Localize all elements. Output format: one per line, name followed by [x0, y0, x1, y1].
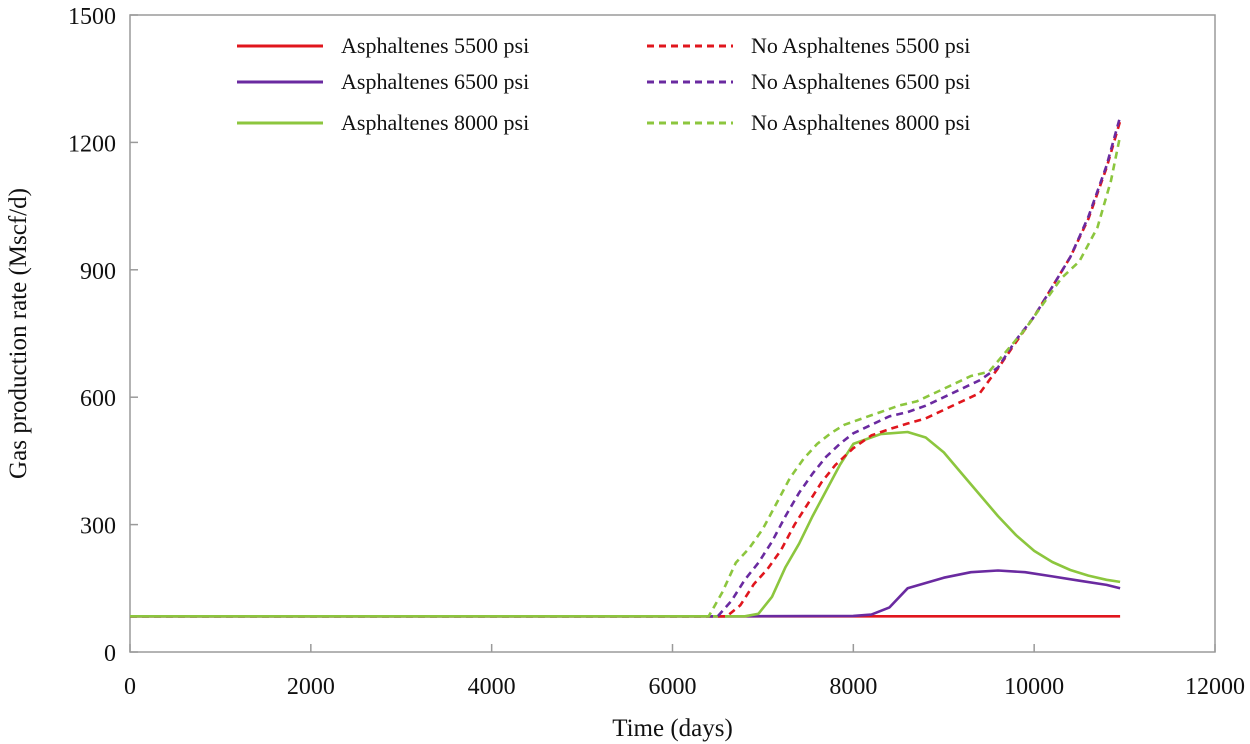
legend-item-asphaltenes-5500-psi: Asphaltenes 5500 psi [237, 33, 529, 58]
x-tick-label: 4000 [468, 674, 516, 700]
legend: Asphaltenes 5500 psi Asphaltenes 6500 psi… [237, 33, 970, 135]
series-lines [130, 116, 1122, 618]
legend-item-no-asphaltenes-5500-psi: No Asphaltenes 5500 psi [647, 33, 970, 58]
axis-ticks [129, 14, 1216, 653]
series-line-asphaltenes-8000-psi [130, 430, 1121, 618]
y-tick-label: 1500 [68, 4, 116, 30]
x-tick-label: 10000 [1004, 674, 1064, 700]
series-line-no-asphaltenes-5500-psi [130, 120, 1122, 618]
legend-label: Asphaltenes 6500 psi [341, 69, 529, 94]
plot-area-frame [129, 14, 1216, 653]
series-line-no-asphaltenes-6500-psi [130, 116, 1122, 618]
x-tick-label: 12000 [1185, 674, 1245, 700]
legend-label: Asphaltenes 8000 psi [341, 110, 529, 135]
legend-item-asphaltenes-8000-psi: Asphaltenes 8000 psi [237, 110, 529, 135]
legend-label: No Asphaltenes 8000 psi [751, 110, 970, 135]
legend-label: Asphaltenes 5500 psi [341, 33, 529, 58]
series-line-asphaltenes-6500-psi [130, 569, 1121, 618]
x-axis-label: Time (days) [612, 715, 733, 742]
y-tick-label: 1200 [68, 131, 116, 157]
legend-item-asphaltenes-6500-psi: Asphaltenes 6500 psi [237, 69, 529, 94]
y-tick-label: 0 [104, 641, 116, 667]
x-tick-label: 2000 [287, 674, 335, 700]
y-tick-label: 900 [80, 259, 116, 285]
axis-tick-labels: 0 2000 4000 6000 8000 10000 12000 0 300 600 900 120… [68, 4, 1245, 700]
series-line-no-asphaltenes-8000-psi [130, 135, 1122, 618]
x-tick-label: 8000 [829, 674, 877, 700]
legend-item-no-asphaltenes-6500-psi: No Asphaltenes 6500 psi [647, 69, 970, 94]
x-tick-label: 6000 [649, 674, 697, 700]
x-tick-label: 0 [124, 674, 136, 700]
y-tick-label: 600 [80, 386, 116, 412]
legend-label: No Asphaltenes 5500 psi [751, 33, 970, 58]
legend-label: No Asphaltenes 6500 psi [751, 69, 970, 94]
legend-item-no-asphaltenes-8000-psi: No Asphaltenes 8000 psi [647, 110, 970, 135]
y-axis-label: Gas production rate (Mscf/d) [5, 188, 32, 479]
y-tick-label: 300 [80, 514, 116, 540]
